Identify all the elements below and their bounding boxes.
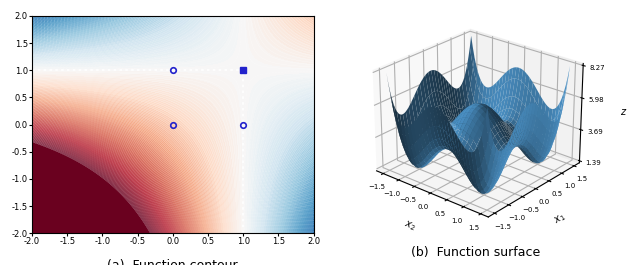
Text: (a)  Function contour: (a) Function contour: [108, 259, 238, 265]
Y-axis label: $x_1$: $x_1$: [552, 211, 568, 227]
Text: (b)  Function surface: (b) Function surface: [411, 246, 540, 259]
X-axis label: $x_2$: $x_2$: [402, 218, 417, 233]
